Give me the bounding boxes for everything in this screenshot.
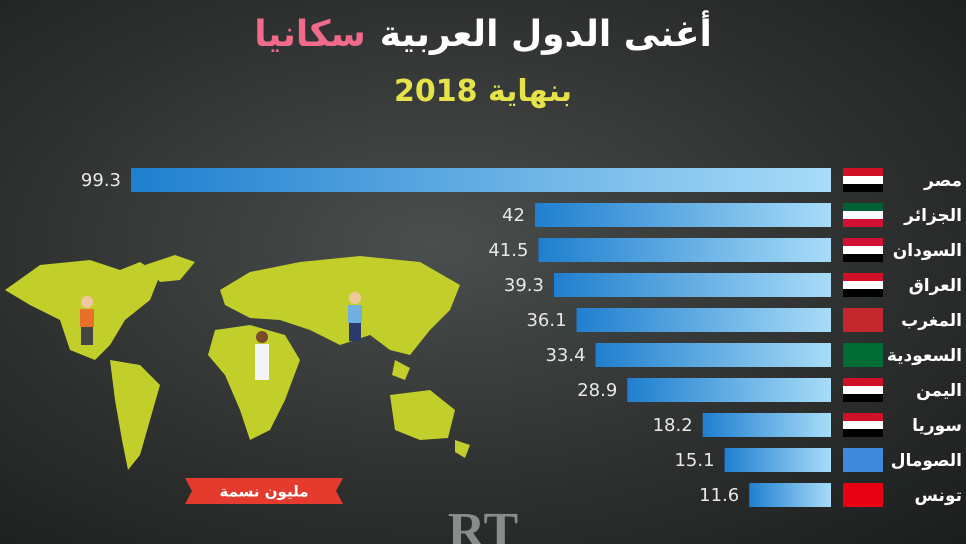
category-label: اليمن	[916, 381, 962, 401]
flag-stripe	[843, 456, 883, 464]
unit-ribbon	[185, 478, 343, 504]
flag	[843, 378, 883, 402]
category-label: سوريا	[912, 416, 962, 436]
title-row: أغنى الدول العربية سكانيا	[0, 14, 966, 55]
flag-stripe	[843, 219, 883, 227]
flag-stripe	[843, 254, 883, 262]
flag-stripe	[843, 429, 883, 437]
world-map	[5, 255, 470, 470]
title: أغنى الدول العربية	[379, 14, 712, 55]
category-label: المغرب	[901, 311, 962, 331]
flag	[843, 343, 883, 367]
value-label: 18.2	[653, 415, 693, 436]
flag	[843, 273, 883, 297]
flag	[843, 203, 883, 227]
flag-stripe	[843, 184, 883, 192]
bar	[595, 343, 831, 367]
flag-stripe	[843, 176, 883, 184]
category-label: الصومال	[891, 451, 962, 471]
flag	[843, 238, 883, 262]
flag-stripe	[843, 238, 883, 246]
flag-stripe	[843, 386, 883, 394]
category-label: السعودية	[887, 346, 962, 366]
bar	[534, 203, 831, 227]
category-label: مصر	[923, 171, 962, 191]
flag-stripe	[843, 464, 883, 472]
subtitle: بنهاية 2018	[394, 74, 572, 109]
value-label: 33.4	[545, 345, 585, 366]
flag-stripe	[843, 491, 883, 499]
flag-stripe	[843, 483, 883, 491]
people-icons	[80, 292, 362, 380]
category-label: العراق	[909, 276, 962, 296]
value-label: 41.5	[488, 240, 528, 261]
flag-stripe	[843, 211, 883, 219]
flag-stripe	[843, 289, 883, 297]
flag-stripe	[843, 394, 883, 402]
flag-stripe	[843, 203, 883, 211]
category-label: تونس	[915, 486, 962, 506]
bar	[724, 448, 831, 472]
flag-stripe	[843, 343, 883, 351]
value-label: 39.3	[504, 275, 544, 296]
flag-stripe	[843, 499, 883, 507]
bar	[702, 413, 831, 437]
bar	[627, 378, 831, 402]
unit-label: مليون نسمة	[219, 483, 308, 501]
flag	[843, 483, 883, 507]
flag-stripe	[843, 324, 883, 332]
flag-stripe	[843, 281, 883, 289]
flag-stripe	[843, 378, 883, 386]
bar	[131, 168, 831, 192]
flag-stripe	[843, 359, 883, 367]
flag	[843, 448, 883, 472]
flag-stripe	[843, 351, 883, 359]
bar	[749, 483, 831, 507]
flag-stripe	[843, 448, 883, 456]
flag	[843, 308, 883, 332]
value-label: 36.1	[526, 310, 566, 331]
flag-stripe	[843, 316, 883, 324]
flag-stripe	[843, 421, 883, 429]
bar	[576, 308, 831, 332]
flag-stripe	[843, 308, 883, 316]
value-label: 28.9	[577, 380, 617, 401]
value-label: 15.1	[674, 450, 714, 471]
flag-stripe	[843, 273, 883, 281]
title-highlight: سكانيا	[254, 14, 366, 55]
flag-stripe	[843, 246, 883, 254]
bar	[553, 273, 831, 297]
logo: RT	[448, 503, 518, 544]
flag	[843, 413, 883, 437]
value-label: 11.6	[699, 485, 739, 506]
value-label: 42	[502, 205, 525, 226]
bar	[538, 238, 831, 262]
value-label: 99.3	[81, 170, 121, 191]
flag-stripe	[843, 168, 883, 176]
flag-stripe	[843, 413, 883, 421]
category-label: الجزائر	[903, 206, 962, 226]
category-label: السودان	[893, 241, 962, 261]
subtitle-row: بنهاية 2018	[0, 74, 966, 109]
flag	[843, 168, 883, 192]
